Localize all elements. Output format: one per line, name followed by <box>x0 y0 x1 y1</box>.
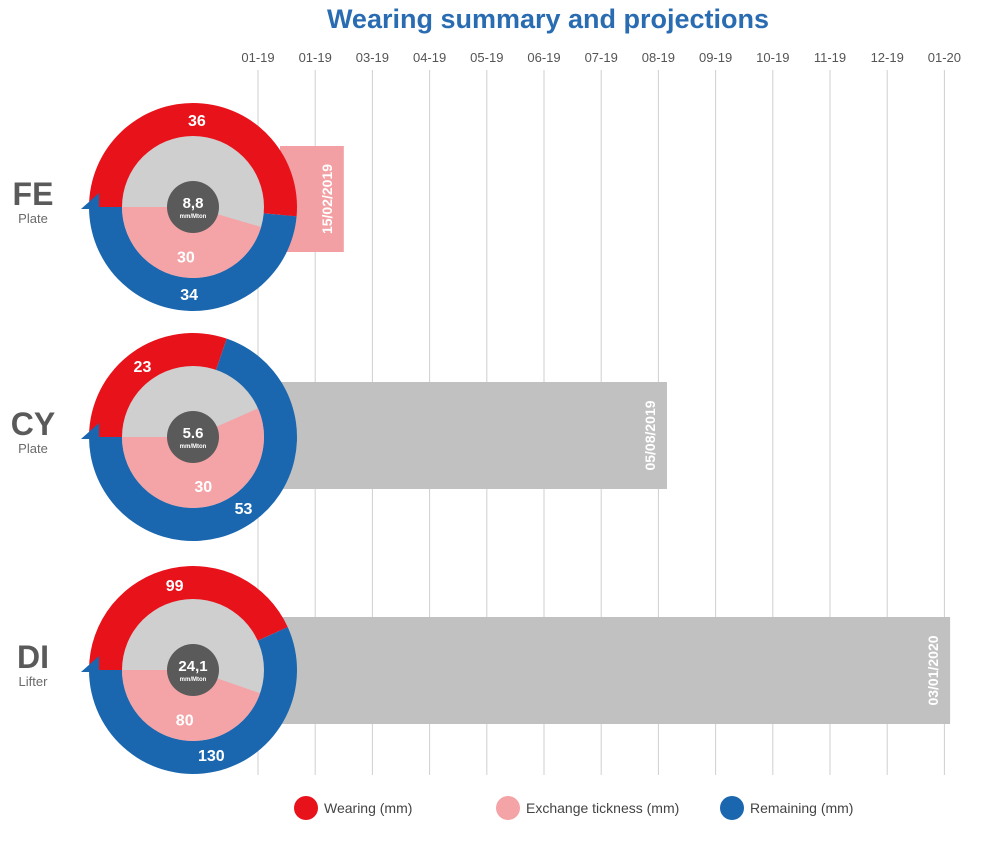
ring-arrow-icon <box>81 423 99 439</box>
remaining-ring-segment <box>89 207 297 312</box>
rate-value: 5.6 <box>183 425 204 442</box>
row-code-label: FE <box>13 176 54 212</box>
legend-label: Remaining (mm) <box>750 800 853 816</box>
chart-title: Wearing summary and projections <box>327 4 769 34</box>
row-sub-label: Lifter <box>19 674 49 689</box>
x-tick-label: 06-19 <box>527 50 560 65</box>
rate-value: 8,8 <box>183 195 204 212</box>
projection-bar <box>280 382 667 489</box>
legend-swatch <box>720 796 744 820</box>
projection-date-label: 05/08/2019 <box>642 400 658 470</box>
wearing-ring-segment <box>89 103 297 217</box>
exchange-value-label: 80 <box>176 712 194 729</box>
x-tick-label: 07-19 <box>585 50 618 65</box>
rate-unit: mm/Mton <box>180 214 207 220</box>
legend: Wearing (mm) Exchange tickness (mm) Remain… <box>294 796 853 820</box>
legend-swatch <box>496 796 520 820</box>
wearing-value-label: 23 <box>134 359 152 376</box>
wear-rings: 8,8mm/Mton363430FEPlate5.6mm/Mton235330C… <box>11 103 297 774</box>
rate-badge <box>167 411 219 463</box>
x-tick-label: 05-19 <box>470 50 503 65</box>
x-tick-label: 01-19 <box>241 50 274 65</box>
projection-bars: 15/02/2019 05/08/2019 03/01/2020 <box>280 146 951 724</box>
legend-label: Wearing (mm) <box>324 800 412 816</box>
wearing-ring-segment <box>89 565 288 670</box>
projection-date-label: 15/02/2019 <box>319 164 335 234</box>
x-tick-label: 01-19 <box>299 50 332 65</box>
remaining-ring-segment <box>89 627 297 774</box>
x-tick-label: 03-19 <box>356 50 389 65</box>
legend-swatch <box>294 796 318 820</box>
projection-date-label: 03/01/2020 <box>925 635 941 705</box>
ring-arrow-icon <box>81 193 99 209</box>
row-code-label: DI <box>17 639 49 675</box>
wearing-ring-segment <box>89 333 227 437</box>
remaining-value-label: 53 <box>235 501 253 518</box>
remaining-value-label: 34 <box>180 287 198 304</box>
legend-label: Exchange tickness (mm) <box>526 800 679 816</box>
x-tick-label: 11-19 <box>814 50 846 65</box>
wearing-value-label: 36 <box>188 113 206 130</box>
x-tick-label: 08-19 <box>642 50 675 65</box>
row-code-label: CY <box>11 406 55 442</box>
x-tick-label: 12-19 <box>871 50 904 65</box>
x-tick-label: 04-19 <box>413 50 446 65</box>
x-tick-label: 01-20 <box>928 50 961 65</box>
ring-arrow-icon <box>81 656 99 672</box>
rate-unit: mm/Mton <box>180 677 207 683</box>
exchange-pie-slice <box>122 670 261 741</box>
row-sub-label: Plate <box>18 441 48 456</box>
rate-badge <box>167 644 219 696</box>
exchange-value-label: 30 <box>177 249 195 266</box>
projection-bar <box>280 617 951 724</box>
rate-badge <box>167 181 219 233</box>
x-tick-label: 10-19 <box>756 50 789 65</box>
rate-value: 24,1 <box>178 658 207 675</box>
exchange-value-label: 30 <box>194 479 212 496</box>
x-tick-label: 09-19 <box>699 50 732 65</box>
exchange-pie-slice <box>122 207 262 278</box>
row-sub-label: Plate <box>18 211 48 226</box>
rate-unit: mm/Mton <box>180 444 207 450</box>
wearing-value-label: 99 <box>166 578 184 595</box>
remaining-value-label: 130 <box>198 748 225 765</box>
